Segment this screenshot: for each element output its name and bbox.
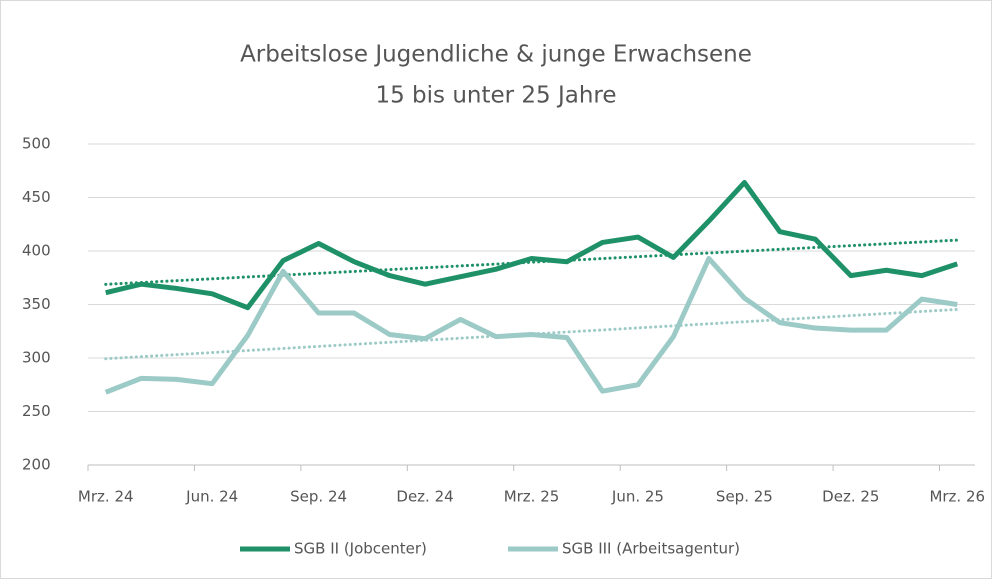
legend-label: SGB III (Arbeitsagentur) xyxy=(562,540,740,558)
y-tick-label: 400 xyxy=(22,242,51,260)
series-line xyxy=(104,255,958,395)
x-tick-label: Mrz. 26 xyxy=(929,488,985,506)
legend-label: SGB II (Jobcenter) xyxy=(294,540,427,558)
x-tick-label: Jun. 24 xyxy=(185,488,238,506)
x-tick-label: Dez. 25 xyxy=(822,488,879,506)
series-line xyxy=(105,180,959,311)
chart-title: Arbeitslose Jugendliche & junge Erwachse… xyxy=(240,42,752,68)
x-tick-label: Sep. 25 xyxy=(716,488,773,506)
y-tick-label: 300 xyxy=(22,349,51,367)
x-tick-label: Mrz. 24 xyxy=(78,488,134,506)
y-tick-label: 500 xyxy=(22,135,51,153)
trendline xyxy=(104,307,959,361)
trendline xyxy=(104,238,959,286)
y-tick-label: 200 xyxy=(22,456,51,474)
y-tick-label: 450 xyxy=(22,188,51,206)
x-tick-label: Sep. 24 xyxy=(290,488,347,506)
x-tick-label: Mrz. 25 xyxy=(504,488,560,506)
x-tick-label: Jun. 25 xyxy=(611,488,664,506)
x-tick-label: Dez. 24 xyxy=(396,488,453,506)
y-tick-label: 350 xyxy=(22,295,51,313)
chart-subtitle: 15 bis unter 25 Jahre xyxy=(375,83,616,109)
y-tick-label: 250 xyxy=(22,402,51,420)
